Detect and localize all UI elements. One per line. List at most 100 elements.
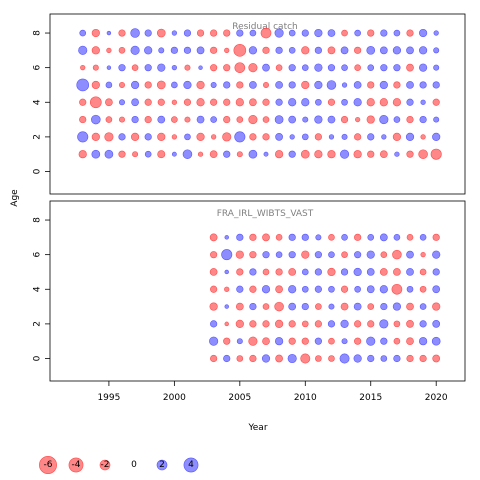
residual-bubble [224,304,229,309]
residual-bubble [249,133,257,141]
residual-bubble [340,302,349,311]
residual-bubble [380,251,388,258]
residual-bubble [274,301,284,312]
residual-bubble [367,29,375,37]
legend: -6 -4 -2 0 2 4 [39,456,199,474]
residual-bubble [393,320,401,328]
residual-bubble [211,134,217,140]
residual-bubble [301,285,309,293]
residual-bubble [183,29,192,37]
residual-bubble [301,302,309,311]
residual-bubble [327,115,336,124]
residual-bubble [353,354,362,363]
y-tick-label: 6 [33,65,43,71]
residual-bubble [433,30,439,36]
residual-bubble [158,47,165,54]
residual-bubble [144,46,153,55]
residual-bubble [432,320,441,328]
residual-bubble [406,81,414,89]
legend-bubble [183,457,199,473]
residual-bubble [341,29,348,37]
y-tick-label: 2 [33,321,43,327]
residual-bubble [275,64,283,71]
residual-bubble [224,286,230,292]
residual-bubble [432,98,440,106]
residual-bubble [91,149,101,159]
residual-bubble [301,268,309,276]
residual-bubble [366,46,376,55]
residual-bubble [131,64,139,71]
residual-bubble [314,268,322,276]
residual-bubble [339,353,350,364]
residual-bubble [288,150,296,158]
residual-bubble [157,98,165,106]
residual-bubble [210,251,218,259]
residual-bubble [196,115,205,124]
residual-bubble [223,150,231,158]
y-tick-label: 4 [33,99,43,105]
residual-bubble [405,132,415,141]
residual-bubble [262,268,270,276]
residual-bubble [406,250,414,259]
panel-title: FRA_IRL_WIBTS_VAST [217,209,314,219]
residual-bubble [353,302,362,311]
residual-bubble [183,80,192,90]
residual-bubble [249,354,257,363]
residual-bubble [235,250,244,259]
residual-bubble [183,46,192,54]
residual-bubble [171,99,177,105]
residual-bubble [341,133,348,140]
residual-bubble [354,337,362,345]
residual-bubble [341,64,348,71]
residual-bubble [314,150,323,159]
residual-bubble [131,132,140,141]
residual-bubble [157,115,166,124]
residual-bubble [249,98,257,107]
residual-bubble [223,115,231,124]
legend-bubble [68,457,84,473]
residual-bubble [105,98,113,107]
residual-bubble [119,99,125,106]
y-tick-label: 2 [33,134,43,140]
residual-bubble [327,267,336,277]
residual-bubble [301,250,310,259]
residual-bubble [275,251,283,258]
residual-bubble [432,81,440,89]
residual-bubble [262,233,270,242]
residual-bubble [327,64,336,72]
bubbles [209,233,441,364]
residual-bubble [340,285,349,293]
residual-bubble [260,27,272,39]
y-axis: 0 2 4 6 8 [33,217,50,361]
residual-bubble [106,30,112,36]
residual-bubble [249,233,257,241]
residual-bubble [314,133,322,141]
residual-bubble [79,29,87,37]
residual-bubble [392,132,402,141]
legend-label: -4 [72,460,81,470]
residual-bubble [249,29,257,37]
residual-bubble [105,81,113,89]
residual-bubble [354,133,362,141]
residual-bubble [288,320,296,328]
residual-bubble [430,148,442,160]
residual-bubble [210,81,217,88]
residual-bubble [419,337,428,346]
residual-bubble [210,64,218,72]
residual-bubble [156,28,166,38]
residual-bubble [118,64,126,72]
residual-bubble [301,133,309,141]
residual-bubble [144,64,152,72]
residual-bubble [263,81,269,88]
residual-bubble [144,115,152,124]
residual-bubble [406,115,414,124]
residual-bubble [300,353,311,364]
residual-bubble [380,302,388,311]
residual-bubble [144,133,152,141]
residual-bubble [249,320,257,328]
y-tick-label: 6 [33,252,43,258]
residual-bubble [302,116,309,123]
residual-bubble [275,98,283,106]
residual-bubble [367,234,375,241]
residual-bubble [224,235,229,240]
